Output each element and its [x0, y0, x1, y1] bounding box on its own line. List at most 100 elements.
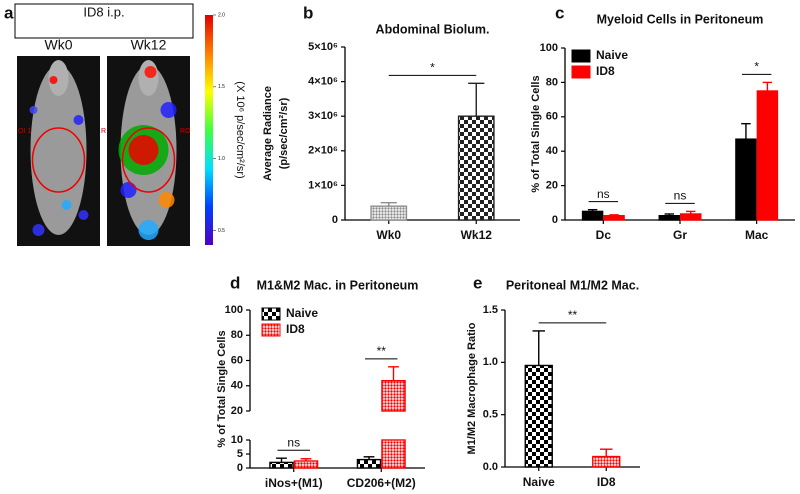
significance-label: ** — [377, 344, 387, 358]
chart-title: M1&M2 Mac. in Peritoneum — [257, 278, 419, 292]
significance-label: ns — [287, 435, 300, 449]
signal-blob — [32, 224, 45, 236]
bar — [524, 364, 553, 468]
bar — [680, 213, 702, 221]
legend-label: Naive — [596, 48, 628, 62]
colorbar-label: (X 10⁶ p/sec/cm²/sr) — [234, 81, 246, 178]
bar — [370, 205, 408, 221]
bar — [658, 214, 681, 221]
y-axis-label: % of Total Single Cells — [530, 75, 542, 192]
legend-label: Naive — [286, 306, 318, 320]
roi-label: OI 1 — [18, 128, 31, 135]
bar — [293, 460, 319, 469]
signal-blob — [61, 200, 72, 210]
colorbar-tick-label: 1.5 — [218, 84, 225, 90]
x-tick-label: iNos+(M1) — [265, 476, 323, 490]
x-tick-label: Naive — [523, 475, 555, 489]
x-tick-label: Gr — [673, 228, 687, 242]
roi-label: R — [101, 128, 106, 135]
y-tick-label: 0 — [237, 462, 243, 474]
y-tick-label: 2×10⁶ — [308, 145, 338, 157]
legend-label: ID8 — [596, 64, 615, 78]
x-tick-label: Mac — [745, 228, 769, 242]
panel-label: d — [230, 273, 240, 292]
legend-swatch — [261, 307, 281, 321]
signal-blob — [49, 76, 58, 84]
legend-swatch — [261, 323, 281, 337]
image-title: ID8 i.p. — [83, 4, 124, 19]
signal-blob — [73, 115, 84, 125]
panel-label: b — [303, 3, 313, 22]
y-tick-label: 1.0 — [483, 356, 498, 368]
header-box — [14, 3, 194, 39]
legend-swatch — [571, 65, 591, 79]
x-tick-label: Wk12 — [461, 228, 493, 242]
chart-title: Myeloid Cells in Peritoneum — [597, 12, 764, 26]
panel-label: e — [473, 273, 482, 292]
significance-label: ns — [597, 187, 610, 201]
bar — [457, 115, 495, 221]
significance-label: * — [430, 61, 435, 75]
y-tick-label: 5 — [237, 448, 243, 460]
signal-blob — [158, 192, 175, 208]
bar — [381, 380, 406, 412]
y-tick-label: 100 — [225, 304, 243, 316]
bar — [603, 214, 625, 221]
signal-blob — [138, 220, 159, 240]
y-tick-label: 0 — [552, 214, 558, 226]
legend-swatch — [571, 49, 591, 63]
y-tick-label: 40 — [546, 145, 558, 157]
y-tick-label: 1.5 — [483, 304, 498, 316]
y-axis-label: Average Radiance — [262, 86, 274, 181]
x-tick-label: ID8 — [597, 475, 616, 489]
y-tick-label: 0.5 — [483, 409, 498, 421]
significance-label: ** — [568, 308, 578, 322]
y-axis-label: (p/sec/cm²/sr) — [278, 97, 290, 169]
y-axis-label: % of Total Single Cells — [216, 330, 228, 447]
image-label: Wk0 — [45, 37, 73, 53]
x-tick-label: CD206+(M2) — [347, 476, 416, 490]
colorbar-tick-label: 0.5 — [218, 228, 225, 234]
roi-circle — [121, 127, 176, 193]
chart-title: Peritoneal M1/M2 Mac. — [506, 278, 639, 292]
mouse-head — [138, 60, 159, 96]
bar — [381, 439, 406, 469]
roi-circle — [31, 127, 86, 193]
bar — [756, 90, 779, 221]
mouse-head — [48, 60, 69, 96]
roi-label: RO — [180, 128, 191, 135]
panel-label: c — [555, 3, 564, 22]
signal-blob — [78, 210, 89, 220]
colorbar — [205, 15, 213, 245]
y-tick-label: 4×10⁶ — [308, 76, 338, 88]
colorbar-tick-label: 2.0 — [218, 12, 225, 18]
significance-label: ns — [674, 189, 687, 203]
legend-label: ID8 — [286, 322, 305, 336]
y-tick-label: 60 — [546, 111, 558, 123]
bar — [269, 461, 294, 469]
mouse-body — [30, 65, 87, 235]
signal-blob — [29, 106, 38, 114]
y-tick-label: 80 — [546, 76, 558, 88]
x-tick-label: Dc — [596, 228, 612, 242]
bar — [735, 138, 757, 221]
y-tick-label: 100 — [540, 42, 558, 54]
y-tick-label: 20 — [546, 180, 558, 192]
signal-blob — [128, 135, 159, 165]
y-tick-label: 40 — [231, 380, 243, 392]
y-tick-label: 3×10⁶ — [308, 110, 338, 122]
x-tick-label: Wk0 — [376, 228, 401, 242]
y-tick-label: 80 — [231, 329, 243, 341]
bar — [581, 210, 604, 221]
panel-label: a — [4, 3, 14, 22]
signal-blob — [144, 66, 157, 78]
y-tick-label: 10 — [231, 434, 243, 446]
significance-label: * — [754, 60, 759, 74]
y-axis-label: M1/M2 Macrophage Ratio — [466, 322, 478, 454]
y-tick-label: 20 — [231, 405, 243, 417]
signal-blob — [160, 102, 177, 118]
y-tick-label: 5×10⁶ — [308, 41, 338, 53]
bar — [592, 455, 621, 468]
y-tick-label: 0 — [332, 214, 338, 226]
